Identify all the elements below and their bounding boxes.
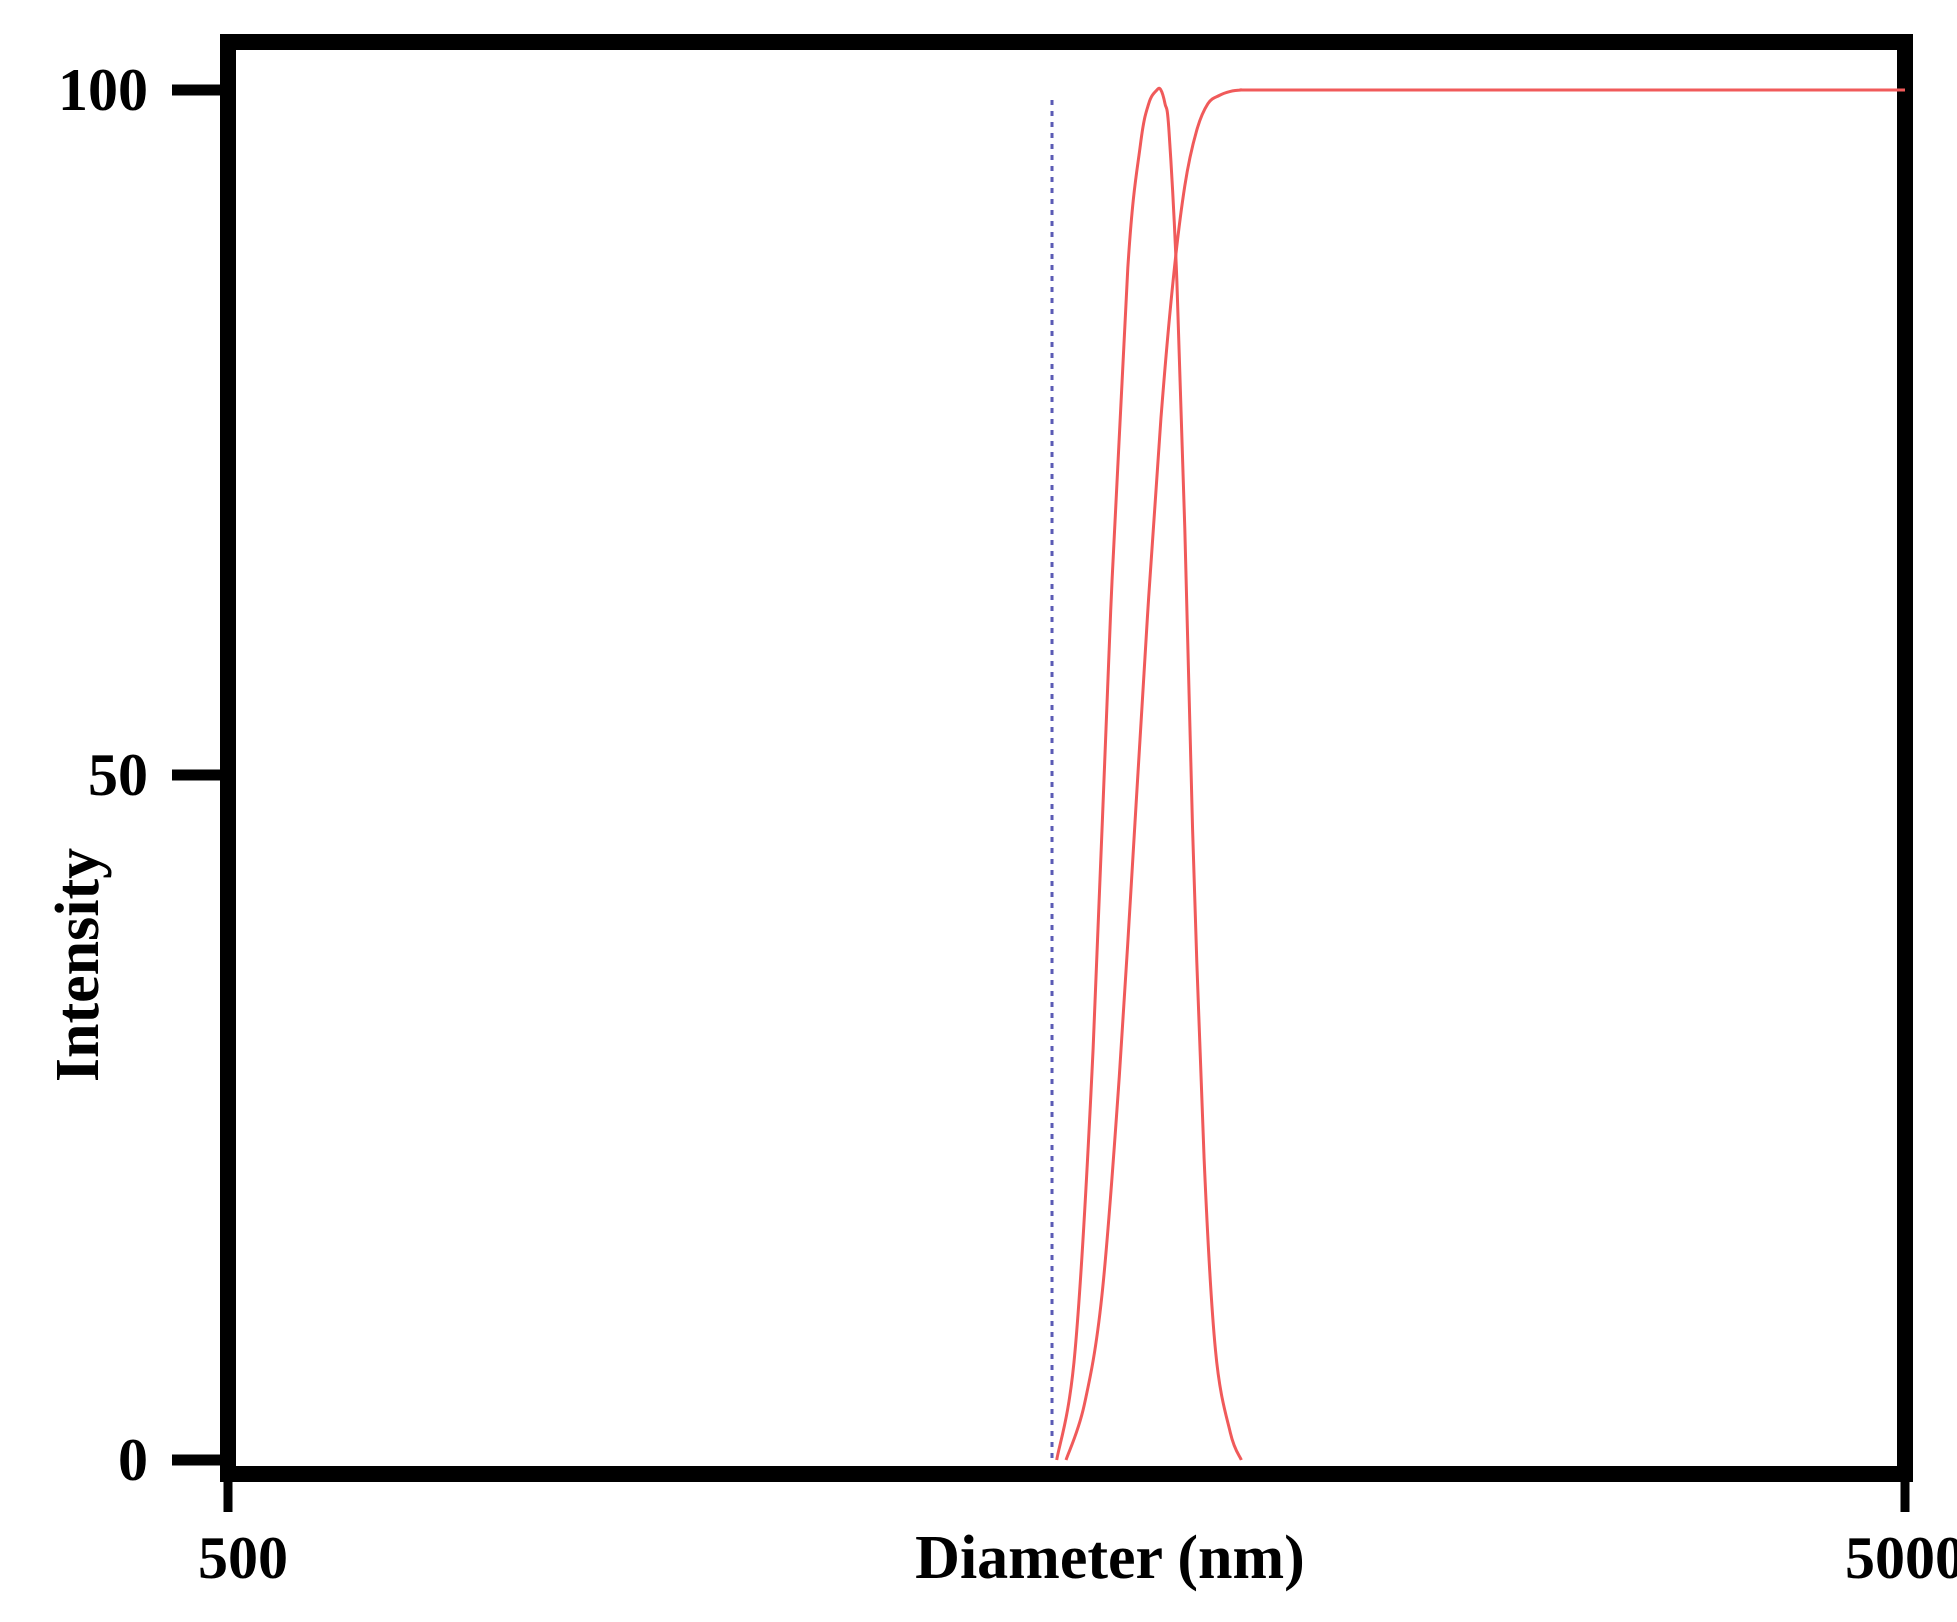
plot-border: [220, 34, 1913, 1482]
series-line-distribution: [1055, 86, 1243, 1461]
y-axis-title: Intensity: [44, 848, 112, 1082]
tick-layer: 0 50 100 500 5000: [58, 57, 1957, 1591]
x-axis-title: Diameter (nm): [915, 1524, 1305, 1592]
y-tick-label-100: 100: [58, 57, 148, 123]
series-line-cumulative: [1064, 88, 1905, 1461]
x-tick-label-500: 500: [198, 1525, 288, 1591]
x-tick-label-5000: 5000: [1845, 1525, 1957, 1591]
y-tick-label-50: 50: [88, 742, 148, 808]
plot-frame: [220, 34, 1913, 1482]
series-layer: [1055, 86, 1905, 1461]
y-tick-label-0: 0: [118, 1427, 148, 1493]
